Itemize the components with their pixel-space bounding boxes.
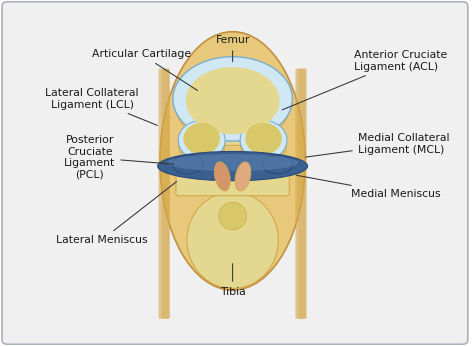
Ellipse shape	[263, 155, 293, 174]
FancyBboxPatch shape	[176, 175, 289, 196]
FancyBboxPatch shape	[298, 69, 306, 319]
Text: Femur: Femur	[216, 35, 250, 62]
Ellipse shape	[175, 63, 290, 145]
Ellipse shape	[240, 120, 287, 160]
FancyBboxPatch shape	[159, 69, 170, 319]
Text: Anterior Cruciate
Ligament (ACL): Anterior Cruciate Ligament (ACL)	[282, 50, 447, 110]
Ellipse shape	[219, 202, 246, 230]
Ellipse shape	[241, 126, 286, 165]
Ellipse shape	[235, 162, 251, 191]
FancyBboxPatch shape	[2, 2, 468, 344]
FancyBboxPatch shape	[295, 69, 307, 319]
Text: Lateral Collateral
Ligament (LCL): Lateral Collateral Ligament (LCL)	[46, 88, 157, 126]
Ellipse shape	[214, 162, 230, 191]
Text: Articular Cartilage: Articular Cartilage	[91, 49, 198, 91]
Ellipse shape	[160, 32, 305, 290]
Ellipse shape	[245, 123, 282, 154]
Ellipse shape	[158, 152, 308, 181]
Text: Medial Meniscus: Medial Meniscus	[296, 175, 441, 199]
Text: Lateral Meniscus: Lateral Meniscus	[55, 182, 176, 245]
Ellipse shape	[173, 57, 292, 141]
Ellipse shape	[187, 192, 278, 289]
FancyBboxPatch shape	[162, 69, 169, 319]
Ellipse shape	[167, 154, 298, 171]
Text: Posterior
Cruciate
Ligament
(PCL): Posterior Cruciate Ligament (PCL)	[64, 135, 173, 180]
Text: Medial Collateral
Ligament (MCL): Medial Collateral Ligament (MCL)	[306, 133, 449, 157]
Text: Tibia: Tibia	[220, 264, 246, 297]
Ellipse shape	[186, 67, 280, 134]
Ellipse shape	[183, 123, 220, 154]
Ellipse shape	[179, 126, 225, 165]
Ellipse shape	[178, 120, 225, 160]
Ellipse shape	[173, 155, 203, 174]
